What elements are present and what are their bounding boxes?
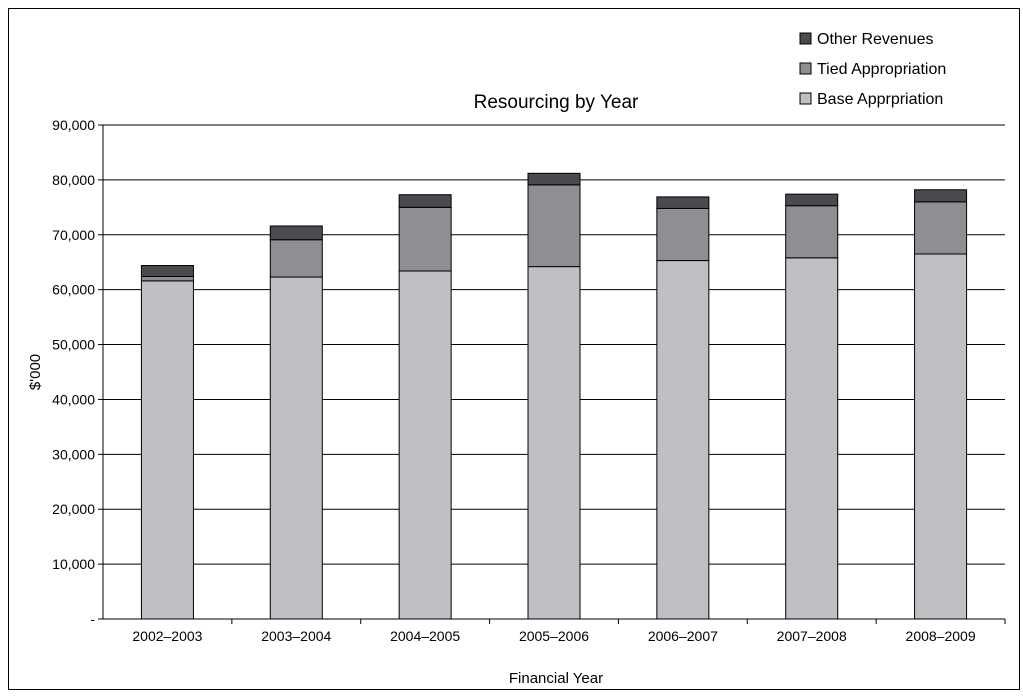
bars: [140, 172, 968, 620]
legend-swatch: [799, 92, 812, 105]
bar-segment-other-revenues: [398, 194, 452, 208]
x-tick-label: 2002–2003: [132, 628, 202, 644]
chart-title: Resourcing by Year: [474, 92, 639, 113]
x-tick-label: 2008–2009: [906, 628, 976, 644]
x-tick-label: 2004–2005: [390, 628, 460, 644]
y-tick-label: 80,000: [52, 172, 95, 188]
axes: - 10,000 20,000 30,000 40,000 50,000 60,000 70,…: [52, 117, 1006, 644]
legend-swatch: [799, 62, 812, 75]
bar-segment-tied-appropriation: [656, 207, 710, 262]
y-tick-label: 30,000: [52, 446, 95, 462]
bar-segment-tied-appropriation: [914, 201, 968, 255]
y-tick-label: 60,000: [52, 282, 95, 298]
bar-segment-tied-appropriation: [269, 239, 323, 278]
x-tick-label: 2005–2006: [519, 628, 589, 644]
bar-segment-base-apprpriation: [656, 260, 710, 620]
legend-label: Base Apprpriation: [817, 91, 943, 108]
legend: Other Revenues Tied Appropriation Base App…: [799, 31, 946, 108]
bar-segment-tied-appropriation: [785, 205, 839, 259]
legend-label: Other Revenues: [817, 31, 934, 48]
y-tick-label: 50,000: [52, 337, 95, 353]
bar-segment-base-apprpriation: [140, 280, 194, 620]
bar-segment-base-apprpriation: [785, 257, 839, 620]
bar-segment-other-revenues: [527, 172, 581, 186]
y-tick-label: 20,000: [52, 501, 95, 517]
bar-segment-other-revenues: [140, 265, 194, 277]
y-tick-label: 90,000: [52, 117, 95, 133]
bar-segment-base-apprpriation: [914, 253, 968, 620]
bar-segment-base-apprpriation: [398, 270, 452, 620]
bar-segment-base-apprpriation: [269, 276, 323, 620]
bar-segment-tied-appropriation: [398, 206, 452, 272]
y-tick-label: 70,000: [52, 227, 95, 243]
bar-segment-other-revenues: [656, 196, 710, 209]
x-tick-label: 2006–2007: [648, 628, 718, 644]
legend-swatch: [799, 32, 812, 45]
x-tick-label: 2007–2008: [777, 628, 847, 644]
bar-segment-base-apprpriation: [527, 266, 581, 620]
x-axis-label: Financial Year: [509, 670, 603, 687]
x-tick-label: 2003–2004: [261, 628, 331, 644]
y-axis-label: $'000: [27, 354, 44, 390]
bar-segment-tied-appropriation: [140, 275, 194, 282]
legend-label: Tied Appropriation: [817, 61, 946, 78]
bar-segment-other-revenues: [914, 189, 968, 203]
bar-segment-other-revenues: [785, 193, 839, 207]
y-tick-label: 10,000: [52, 556, 95, 572]
y-tick-label: 40,000: [52, 391, 95, 407]
bar-segment-other-revenues: [269, 225, 323, 241]
y-tick-label: -: [90, 611, 95, 627]
bar-segment-tied-appropriation: [527, 184, 581, 268]
